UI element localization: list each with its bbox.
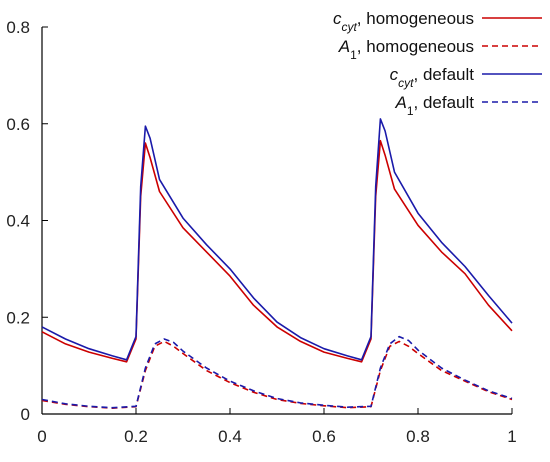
x-tick-label: 0.2	[124, 427, 148, 446]
legend-label-2: ccyt, default	[390, 65, 475, 90]
x-tick-label: 0	[37, 427, 46, 446]
series-line-0	[41, 139, 513, 363]
y-tick-label: 0.2	[6, 308, 30, 327]
series-lines	[41, 118, 513, 410]
y-axis-ticks: 0 0.2 0.4 0.6 0.8	[6, 18, 48, 424]
x-tick-label: 0.6	[312, 427, 336, 446]
x-tick-label: 0.8	[406, 427, 430, 446]
y-tick-label: 0.4	[6, 212, 30, 231]
legend: ccyt, homogeneous A1, homogeneous ccyt, de…	[333, 9, 542, 118]
legend-label-1: A1, homogeneous	[338, 37, 474, 62]
x-axis-ticks: 0 0.2 0.4 0.6 0.8 1	[37, 408, 517, 446]
y-tick-label: 0.6	[6, 115, 30, 134]
series-line-3	[41, 335, 513, 409]
series-line-1	[41, 340, 513, 410]
series-line-2	[41, 118, 513, 361]
legend-label-3: A1, default	[394, 93, 474, 118]
y-tick-label: 0	[21, 405, 30, 424]
legend-label-0: ccyt, homogeneous	[333, 9, 474, 34]
x-tick-label: 0.4	[218, 427, 242, 446]
y-tick-label: 0.8	[6, 18, 30, 37]
x-tick-label: 1	[507, 427, 516, 446]
